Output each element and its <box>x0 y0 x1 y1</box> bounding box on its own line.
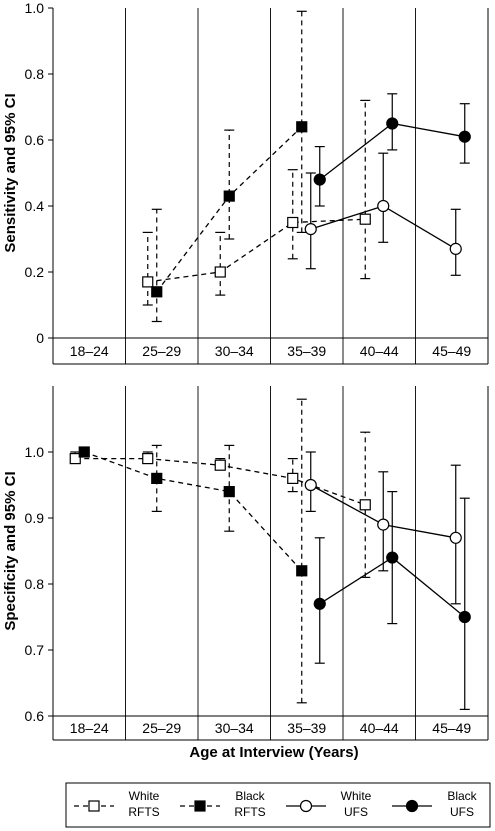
white-ufs-point <box>304 478 317 492</box>
x-category-label: 18–24 <box>70 343 109 359</box>
x-category-label: 30–34 <box>215 343 254 359</box>
x-category-label: 30–34 <box>215 720 254 736</box>
series-black-rfts <box>151 10 308 323</box>
legend-box <box>65 782 491 828</box>
y-tick-label: 0.8 <box>25 576 45 592</box>
x-category-label: 45–49 <box>432 343 471 359</box>
legend-label-line2: UFS <box>344 805 368 819</box>
x-axis-title: Age at Interview (Years) <box>189 744 358 761</box>
y-tick-label: 0.9 <box>25 510 45 526</box>
y-tick-label: 0.7 <box>25 642 45 658</box>
sensitivity-panel: 0 0.2 0.4 0.6 0.8 1.0 Sensitivity and 95% CI 18… <box>2 0 489 365</box>
y-tick-label: 1.0 <box>25 0 45 16</box>
y-tick-label: 0.8 <box>25 66 45 82</box>
white-ufs-point <box>449 531 462 544</box>
white-rfts-point <box>287 216 299 229</box>
white-rfts-point <box>359 213 371 225</box>
white-ufs-point <box>377 199 390 213</box>
y-tick-label: 0.4 <box>25 198 45 214</box>
legend-label-line2: RFTS <box>128 805 159 819</box>
legend-item: White RFTS <box>74 789 160 819</box>
white-rfts-point <box>359 499 371 511</box>
series-black-ufs <box>313 93 471 207</box>
black-ufs-point <box>386 117 399 130</box>
white-ufs-point <box>449 242 462 255</box>
legend-item: White UFS <box>286 789 372 819</box>
black-rfts-point <box>223 190 235 202</box>
black-rfts-point <box>223 486 235 498</box>
x-category-label: 18–24 <box>70 720 109 736</box>
series-black-ufs <box>313 491 471 711</box>
white-ufs-point <box>304 223 317 236</box>
legend-label-line2: RFTS <box>234 805 265 819</box>
x-category-label: 25–29 <box>142 720 181 736</box>
white-rfts-point <box>142 453 154 465</box>
series-line <box>147 218 366 283</box>
y-axis-title: Sensitivity and 95% CI <box>2 93 19 252</box>
black-ufs-point <box>405 799 419 813</box>
black-rfts-point <box>78 446 90 458</box>
series-line <box>84 451 303 572</box>
white-rfts-point <box>214 266 226 278</box>
y-tick-label: 0.6 <box>25 132 45 148</box>
black-rfts-point <box>151 472 163 484</box>
black-rfts-point <box>296 565 308 577</box>
y-tick-label: 0.2 <box>25 264 45 280</box>
x-category-label: 35–39 <box>287 343 326 359</box>
black-ufs-point <box>458 610 471 624</box>
series-black-rfts <box>78 398 308 704</box>
x-category-label: 40–44 <box>360 720 399 736</box>
series-white-ufs <box>304 152 462 276</box>
series-white-rfts <box>69 431 371 579</box>
legend-label-line1: Black <box>447 789 477 803</box>
white-rfts-point <box>214 459 226 471</box>
white-rfts-point <box>287 472 299 484</box>
y-tick-label: 0.6 <box>25 708 45 724</box>
y-tick-label: 0 <box>36 330 44 346</box>
legend-item: Black RFTS <box>180 789 266 819</box>
x-category-label: 35–39 <box>287 720 326 736</box>
series-white-rfts <box>142 99 371 306</box>
legend-item: Black UFS <box>392 789 478 819</box>
black-ufs-point <box>313 173 326 186</box>
black-rfts-point <box>151 286 163 298</box>
y-tick-label: 1.0 <box>25 444 45 460</box>
black-rfts-point <box>194 800 206 812</box>
black-ufs-point <box>313 597 326 610</box>
black-ufs-point <box>458 130 471 143</box>
black-rfts-point <box>296 121 308 133</box>
white-rfts-point <box>142 276 154 288</box>
x-category-label: 45–49 <box>432 720 471 736</box>
x-category-label: 40–44 <box>360 343 399 359</box>
black-ufs-point <box>386 551 399 564</box>
specificity-panel: 0.6 0.7 0.8 0.9 1.0 Specificity and 95% CI 18–… <box>2 386 489 741</box>
white-ufs-point <box>299 799 313 813</box>
legend-label-line1: Black <box>235 789 265 803</box>
white-rfts-point <box>69 453 81 465</box>
series-white-ufs <box>304 451 462 605</box>
legend: White RFTS Black RFTS White UFS Black UFS <box>65 782 491 828</box>
legend-label-line2: UFS <box>450 805 474 819</box>
white-ufs-point <box>377 518 390 531</box>
legend-label-line1: White <box>341 789 372 803</box>
x-category-label: 25–29 <box>142 343 181 359</box>
y-axis-title: Specificity and 95% CI <box>2 471 19 630</box>
legend-label-line1: White <box>129 789 160 803</box>
white-rfts-point <box>88 800 100 812</box>
